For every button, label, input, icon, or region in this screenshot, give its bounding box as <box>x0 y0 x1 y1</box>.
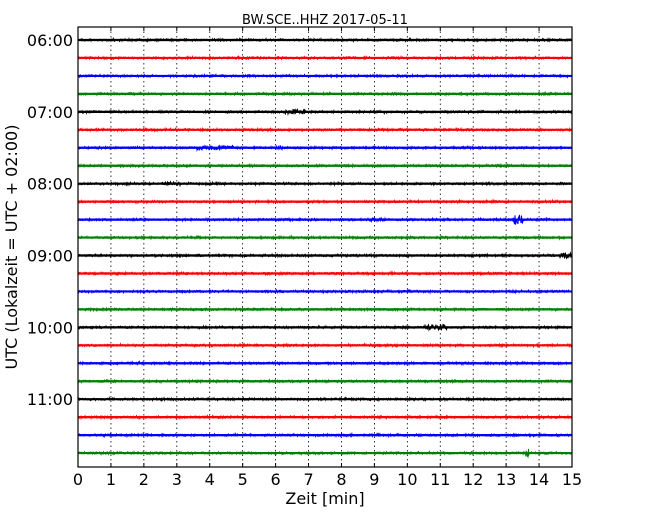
x-tick-label: 8 <box>336 470 346 489</box>
x-tick-label: 12 <box>463 470 483 489</box>
x-axis: 0 1 2 3 4 5 6 7 8 9 10 11 12 13 14 15 <box>73 27 582 489</box>
x-tick-label: 5 <box>238 470 248 489</box>
y-axis: 06:00 07:00 08:00 09:00 10:00 11:00 <box>27 31 82 409</box>
y-tick-label: 10:00 <box>27 318 73 337</box>
x-tick-label: 15 <box>562 470 582 489</box>
x-tick-label: 3 <box>172 470 182 489</box>
y-tick-label: 06:00 <box>27 31 73 50</box>
x-tick-label: 13 <box>496 470 516 489</box>
y-tick-label: 07:00 <box>27 103 73 122</box>
grid-lines <box>110 27 540 467</box>
x-tick-label: 2 <box>139 470 149 489</box>
x-tick-label: 0 <box>73 470 83 489</box>
y-tick-label: 11:00 <box>27 390 73 409</box>
x-tick-label: 7 <box>303 470 313 489</box>
x-tick-label: 4 <box>205 470 215 489</box>
x-tick-label: 9 <box>369 470 379 489</box>
x-axis-label: Zeit [min] <box>285 489 364 508</box>
x-tick-label: 14 <box>529 470 549 489</box>
chart-title: BW.SCE..HHZ 2017-05-11 <box>242 13 408 28</box>
x-tick-label: 11 <box>430 470 450 489</box>
x-tick-label: 1 <box>106 470 116 489</box>
plot-frame <box>77 26 573 468</box>
y-axis-label: UTC (Lokalzeit = UTC + 02:00) <box>2 125 21 370</box>
traces <box>77 36 573 459</box>
y-tick-label: 08:00 <box>27 175 73 194</box>
x-tick-label: 6 <box>271 470 281 489</box>
x-tick-label: 10 <box>397 470 417 489</box>
y-tick-label: 09:00 <box>27 247 73 266</box>
